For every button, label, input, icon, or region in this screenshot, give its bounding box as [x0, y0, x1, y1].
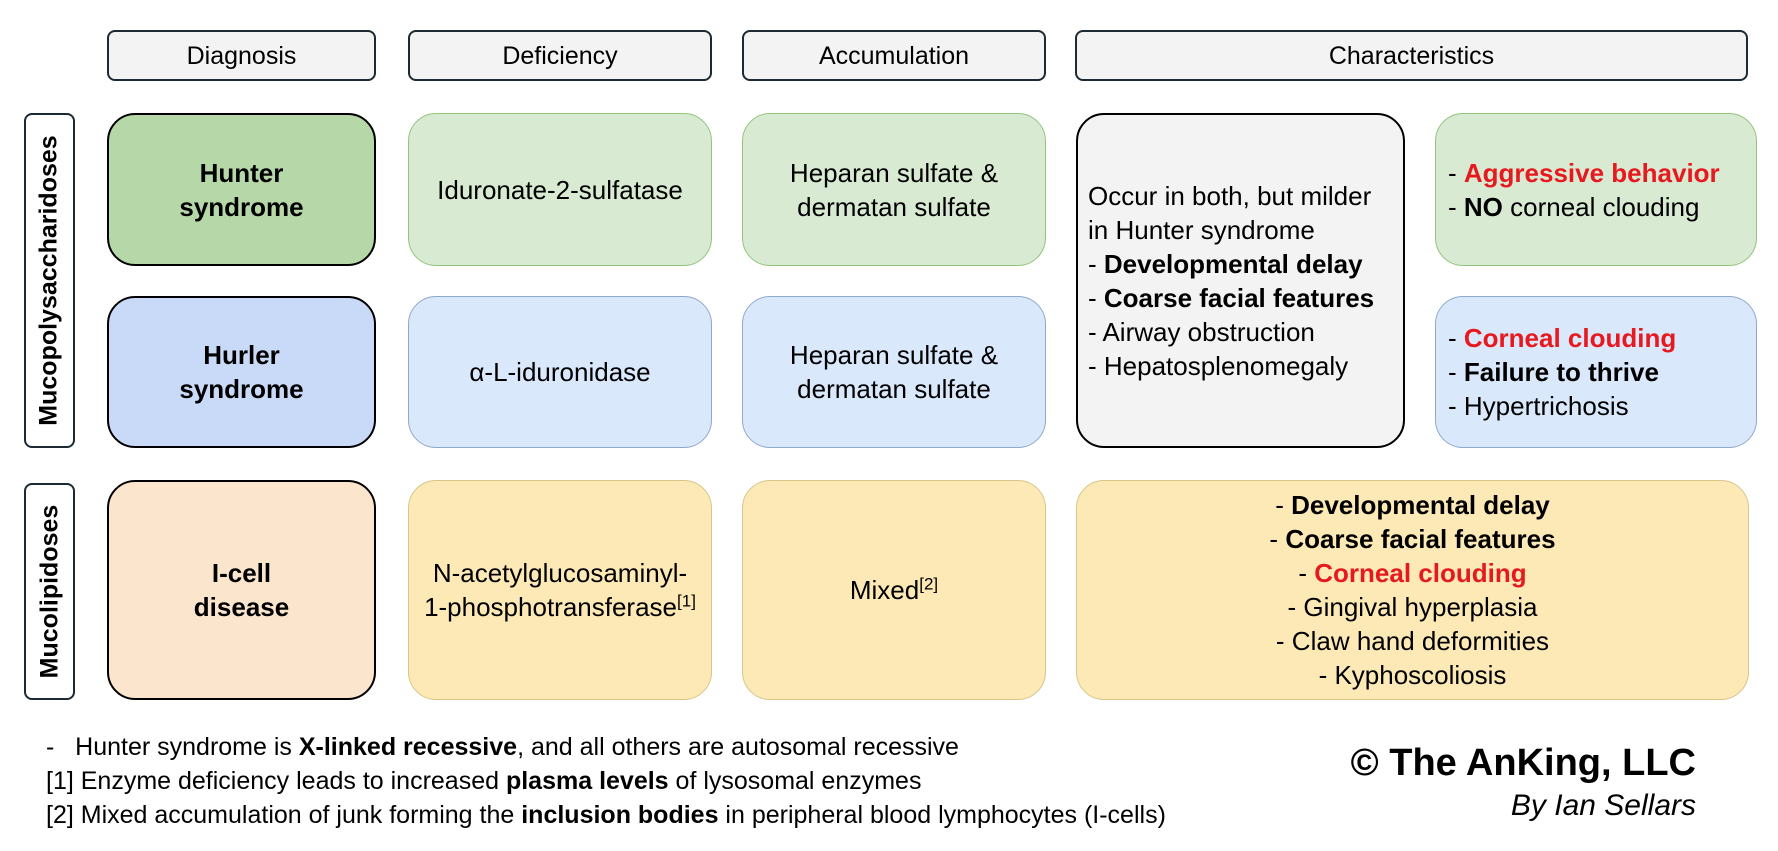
footnote-3-bold: inclusion bodies [521, 801, 719, 829]
footnote-3-pre: [2] Mixed accumulation of junk forming t… [46, 801, 522, 829]
footnotes: - Hunter syndrome is X-linked recessive,… [46, 730, 1166, 832]
hunter-deficiency-text: Iduronate-2-sulfatase [437, 174, 683, 205]
footnote-2-pre: [1] Enzyme deficiency leads to increased [46, 767, 506, 795]
footnote-3-post: in peripheral blood lymphocytes (I-cells… [718, 801, 1166, 829]
shared-developmental-delay: Developmental delay [1103, 248, 1363, 279]
icell-accumulation-ref: [2] [919, 574, 939, 594]
hurler-specific-l3: - Hypertrichosis [1448, 391, 1629, 421]
shared-characteristics: Occur in both, but milder in Hunter synd… [1076, 113, 1405, 448]
hunter-specific-l1-prefix: - [1448, 157, 1464, 188]
shared-intro-line2: in Hunter syndrome [1088, 214, 1315, 245]
hunter-specific-l2-rest: corneal clouding [1502, 191, 1700, 222]
hurler-specific-l2: Failure to thrive [1463, 357, 1659, 387]
icell-accumulation: Mixed[2] [742, 480, 1046, 700]
footnote-2-bold: plasma levels [505, 767, 669, 795]
icell-b2-prefix: - [1269, 524, 1286, 554]
header-diagnosis: Diagnosis [107, 30, 376, 81]
footnote-1: - Hunter syndrome is X-linked recessive,… [46, 730, 1166, 764]
footnote-3: [2] Mixed accumulation of junk forming t… [46, 798, 1166, 832]
hunter-specific-l2-prefix: - [1448, 191, 1464, 222]
hurler-diagnosis: Hurler syndrome [107, 296, 376, 448]
hunter-deficiency: Iduronate-2-sulfatase [408, 113, 712, 266]
icell-deficiency-ref: [1] [677, 591, 696, 611]
hurler-accumulation: Heparan sulfate & dermatan sulfate [742, 296, 1046, 448]
hurler-deficiency-text: α-L-iduronidase [469, 357, 651, 387]
hurler-diagnosis-line2: syndrome [179, 374, 304, 404]
footnote-1-bold: X-linked recessive [298, 733, 518, 761]
header-deficiency: Deficiency [408, 30, 712, 81]
footnote-2: [1] Enzyme deficiency leads to increased… [46, 764, 1166, 798]
icell-claw-hand-deformities: - Claw hand deformities [1275, 626, 1550, 656]
icell-deficiency: N-acetylglucosaminyl- 1-phosphotransferas… [408, 480, 712, 700]
icell-diagnosis-line1: I-cell [211, 558, 272, 588]
footnote-1-post: , and all others are autosomal recessive [517, 733, 959, 761]
hurler-specific-characteristics: - Corneal clouding - Failure to thrive -… [1435, 296, 1757, 448]
hurler-specific-l1-prefix: - [1448, 323, 1464, 353]
icell-diagnosis-line2: disease [193, 592, 290, 622]
icell-r1-prefix: - [1298, 558, 1315, 588]
icell-deficiency-line1: N-acetylglucosaminyl- [432, 558, 688, 588]
icell-characteristics: - Developmental delay - Coarse facial fe… [1076, 480, 1749, 700]
copyright: © The AnKing, LLC [1350, 742, 1696, 784]
header-accumulation: Accumulation [742, 30, 1046, 81]
icell-corneal-clouding: Corneal clouding [1314, 558, 1527, 588]
header-characteristics: Characteristics [1075, 30, 1748, 81]
hunter-accumulation-line1: Heparan sulfate & [789, 157, 999, 188]
icell-accumulation-text: Mixed [849, 575, 920, 605]
hunter-diagnosis: Hunter syndrome [107, 113, 376, 266]
hunter-accumulation-line2: dermatan sulfate [797, 191, 991, 222]
hurler-diagnosis-line1: Hurler [203, 340, 280, 370]
hunter-accumulation: Heparan sulfate & dermatan sulfate [742, 113, 1046, 266]
icell-developmental-delay: Developmental delay [1291, 490, 1550, 520]
footnote-1-pre: - Hunter syndrome is [46, 733, 299, 761]
icell-diagnosis: I-cell disease [107, 480, 376, 700]
hunter-specific-l1: Aggressive behavior [1463, 157, 1720, 188]
hunter-specific-l2-bold: NO [1463, 191, 1503, 222]
author: By Ian Sellars [1510, 789, 1696, 822]
hurler-deficiency: α-L-iduronidase [408, 296, 712, 448]
icell-gingival-hyperplasia: - Gingival hyperplasia [1287, 592, 1538, 622]
group-label-mucolipidoses: Mucolipidoses [24, 483, 75, 700]
shared-hepatosplenomegaly: - Hepatosplenomegaly [1088, 350, 1349, 381]
shared-airway-obstruction: - Airway obstruction [1088, 316, 1315, 347]
shared-b2-prefix: - [1088, 282, 1104, 313]
credit: © The AnKing, LLC By Ian Sellars [1351, 740, 1696, 826]
hurler-specific-l1: Corneal clouding [1463, 323, 1677, 353]
hunter-specific-characteristics: - Aggressive behavior - NO corneal cloud… [1435, 113, 1757, 266]
hurler-accumulation-line2: dermatan sulfate [797, 374, 991, 404]
icell-b1-prefix: - [1275, 490, 1292, 520]
hurler-specific-l2-prefix: - [1448, 357, 1464, 387]
hunter-diagnosis-line2: syndrome [179, 191, 304, 222]
icell-coarse-facial-features: Coarse facial features [1285, 524, 1556, 554]
icell-kyphoscoliosis: - Kyphoscoliosis [1318, 660, 1507, 690]
group-label-mucopolysaccharidoses: Mucopolysaccharidoses [24, 113, 75, 448]
shared-coarse-facial-features: Coarse facial features [1103, 282, 1375, 313]
hurler-accumulation-line1: Heparan sulfate & [789, 340, 999, 370]
shared-b1-prefix: - [1088, 248, 1104, 279]
group-label-mucopolysaccharidoses-text: Mucopolysaccharidoses [35, 135, 64, 426]
hunter-diagnosis-line1: Hunter [199, 157, 284, 188]
icell-deficiency-line2: 1-phosphotransferase [424, 592, 678, 622]
group-label-mucolipidoses-text: Mucolipidoses [35, 504, 64, 679]
shared-intro-line1: Occur in both, but milder [1088, 180, 1372, 211]
footnote-2-post: of lysosomal enzymes [668, 767, 922, 795]
